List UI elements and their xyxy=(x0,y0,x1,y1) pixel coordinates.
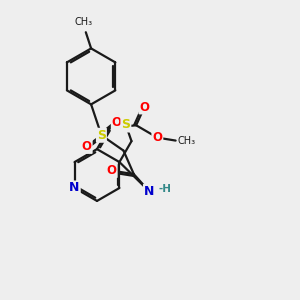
Text: O: O xyxy=(107,164,117,177)
Text: CH₃: CH₃ xyxy=(75,17,93,27)
Text: O: O xyxy=(82,140,92,153)
Text: N: N xyxy=(69,182,80,194)
Text: O: O xyxy=(112,116,122,129)
Text: N: N xyxy=(144,185,154,198)
Text: S: S xyxy=(97,129,106,142)
Text: O: O xyxy=(152,131,162,144)
Text: -H: -H xyxy=(158,184,172,194)
Text: S: S xyxy=(122,118,130,131)
Text: O: O xyxy=(140,100,149,113)
Text: CH₃: CH₃ xyxy=(177,136,195,146)
